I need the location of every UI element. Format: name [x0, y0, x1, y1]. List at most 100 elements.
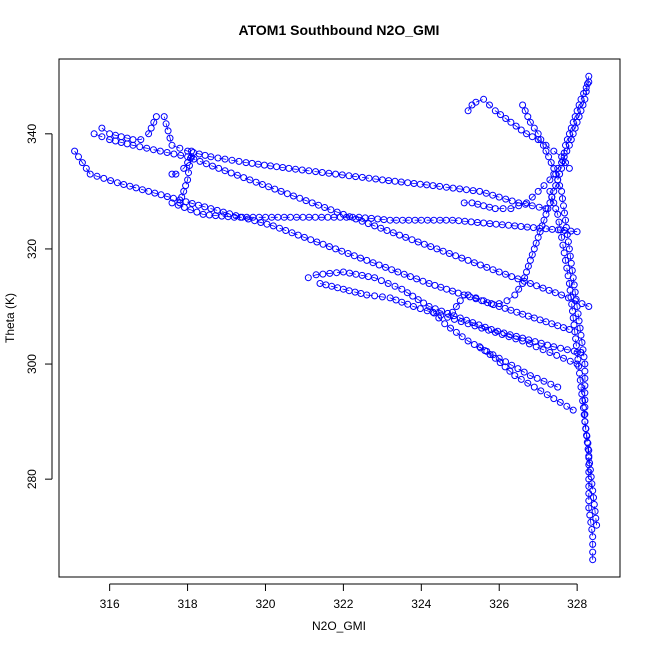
data-point: [271, 185, 279, 193]
data-point: [542, 141, 550, 149]
data-point: [325, 243, 333, 251]
data-point: [78, 159, 86, 167]
data-point: [232, 212, 240, 220]
data-point: [476, 343, 484, 351]
data-point: [168, 170, 176, 178]
data-point: [574, 310, 582, 318]
data-point: [550, 343, 558, 351]
data-point: [521, 107, 529, 115]
data-point: [188, 147, 195, 155]
data-point: [547, 380, 555, 388]
data-point: [193, 208, 201, 216]
data-point: [371, 292, 379, 300]
data-point: [435, 314, 443, 322]
data-point: [581, 374, 589, 382]
data-point: [496, 359, 504, 367]
data-point: [512, 335, 520, 343]
data-point: [559, 241, 567, 249]
data-point: [576, 324, 584, 332]
data-point: [566, 252, 574, 260]
data-point: [226, 210, 234, 218]
data-point: [556, 398, 564, 406]
chart-title: ATOM1 Southbound N2O_GMI: [239, 22, 440, 38]
data-point: [564, 272, 572, 280]
data-point: [433, 245, 441, 253]
data-point: [398, 298, 406, 306]
data-point: [207, 205, 215, 213]
data-point: [257, 219, 265, 226]
data-point: [244, 215, 252, 223]
data-point: [252, 178, 260, 186]
data-point: [209, 162, 216, 170]
data-point: [113, 179, 121, 187]
data-point: [566, 286, 574, 294]
data-point: [219, 208, 227, 216]
data-point: [369, 259, 377, 267]
data-point: [577, 331, 585, 339]
data-point: [100, 174, 108, 182]
data-point: [567, 293, 575, 301]
data-point: [394, 268, 402, 276]
data-point: [502, 195, 510, 203]
data-point: [160, 113, 168, 121]
data-point: [530, 383, 538, 391]
data-point: [318, 169, 326, 176]
data-point: [403, 289, 411, 297]
data-point: [587, 518, 595, 526]
data-point: [503, 297, 511, 305]
data-point: [487, 300, 495, 308]
data-point: [514, 365, 522, 373]
data-point: [338, 247, 346, 255]
data-point: [383, 227, 391, 234]
data-point: [452, 303, 460, 310]
y-axis-label: Theta (K): [3, 293, 17, 343]
data-point: [497, 111, 504, 119]
data-point: [489, 266, 497, 274]
data-point: [533, 374, 541, 382]
data-point: [482, 189, 490, 197]
data-point: [591, 507, 599, 515]
series-line: [319, 283, 578, 365]
data-point: [506, 367, 514, 375]
y-axis: 280 300 320 340: [25, 123, 53, 489]
data-point: [539, 346, 547, 354]
data-point: [559, 195, 566, 203]
data-point: [517, 126, 525, 134]
data-point: [332, 170, 340, 178]
data-point: [425, 303, 433, 310]
data-point: [546, 349, 554, 356]
data-point: [214, 154, 222, 162]
x-tick-label: 316: [100, 597, 120, 611]
data-point: [333, 269, 341, 277]
data-point: [371, 222, 379, 230]
data-point: [414, 238, 422, 246]
data-point: [416, 305, 424, 313]
data-point: [199, 210, 207, 218]
data-point: [570, 321, 578, 329]
data-point: [145, 130, 153, 138]
data-point: [282, 227, 290, 234]
data-point: [464, 256, 472, 264]
data-point: [147, 124, 155, 132]
data-point: [588, 480, 596, 488]
data-point: [478, 324, 486, 332]
data-point: [485, 326, 492, 334]
data-point: [588, 526, 596, 533]
data-point: [486, 101, 493, 109]
data-point: [565, 245, 573, 253]
data-point: [427, 243, 435, 251]
data-point: [550, 164, 558, 172]
data-point: [563, 231, 571, 238]
data-point: [227, 169, 235, 177]
data-point: [378, 176, 386, 184]
data-point: [462, 186, 470, 194]
data-points-layer: [71, 72, 601, 564]
data-point: [251, 217, 259, 225]
data-point: [508, 197, 516, 205]
data-point: [489, 191, 497, 199]
data-point: [185, 169, 192, 177]
x-tick-label: 318: [178, 597, 198, 611]
y-tick-label: 320: [25, 239, 39, 259]
data-point: [519, 337, 527, 345]
data-point: [589, 548, 597, 556]
